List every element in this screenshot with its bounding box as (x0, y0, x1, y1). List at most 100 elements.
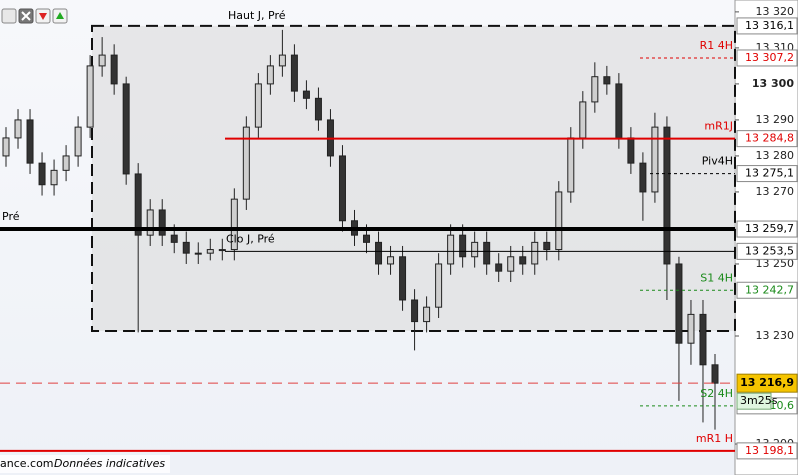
y-tick-label: 13 250 (756, 257, 795, 270)
candle (14, 109, 22, 149)
candle (230, 188, 238, 261)
candle-body (302, 90, 310, 99)
candle (495, 253, 503, 282)
candle-body (651, 126, 659, 193)
candle-body (242, 126, 250, 200)
candle (711, 353, 719, 430)
candle-body (158, 209, 166, 236)
level-value: 13 253,5 (745, 244, 794, 257)
candle-body (2, 137, 10, 157)
level-value: 13 316,1 (745, 19, 794, 32)
level-name: Pré (2, 210, 20, 223)
range-box-label: Haut J, Pré (228, 9, 286, 22)
candle-body (483, 241, 491, 265)
y-tick-label: 13 320 (756, 5, 795, 18)
candle-body (338, 155, 346, 222)
candle (266, 55, 274, 95)
candle (218, 238, 226, 261)
candle-body (74, 126, 82, 157)
candle (603, 65, 611, 95)
level-name: S1 4H (700, 271, 733, 284)
level-label-box (736, 130, 798, 148)
level-label-box (736, 281, 798, 299)
candle (122, 76, 130, 185)
level-name: mR1 H (696, 432, 733, 445)
candle-body (663, 126, 671, 265)
candle-body (170, 234, 178, 243)
candle (110, 44, 118, 95)
level-value: 13 284,8 (745, 132, 794, 145)
candle (62, 145, 70, 182)
level-label-box (736, 220, 798, 238)
candle (50, 159, 58, 196)
candle (651, 112, 659, 203)
candle-body (591, 76, 599, 103)
candle (519, 245, 527, 275)
close-icon (21, 11, 31, 21)
up-icon (56, 12, 64, 19)
candle-body (615, 83, 623, 139)
level-label-box (736, 49, 798, 67)
candle-body (14, 119, 22, 139)
candle-body (567, 137, 575, 193)
source: ance.com (0, 457, 54, 470)
candle-body (50, 169, 58, 186)
candle-body (278, 54, 286, 67)
candle-body (519, 256, 527, 265)
candle (146, 199, 154, 246)
level-name: Clo J, Pré (226, 232, 275, 245)
candle (74, 116, 82, 167)
level-name: mR1J (704, 120, 733, 133)
candle-body (194, 252, 202, 255)
candle-body (555, 191, 563, 251)
candle-body (411, 299, 419, 323)
candle-body (579, 101, 587, 139)
level-label-box (736, 442, 798, 460)
candle (507, 245, 515, 282)
candle (399, 245, 407, 311)
candle-body (134, 173, 142, 236)
current-price-box (736, 373, 798, 393)
y-tick-label: 13 300 (752, 77, 794, 90)
candle (242, 116, 250, 210)
candle (555, 181, 563, 261)
candle (687, 299, 695, 365)
candle-body (687, 313, 695, 344)
candle-body (447, 234, 455, 265)
candle-body (266, 65, 274, 85)
candle (158, 199, 166, 246)
candle (663, 116, 671, 300)
candle-body (230, 198, 238, 251)
candle-body (218, 249, 226, 252)
candle-body (699, 313, 707, 366)
candle-body (146, 209, 154, 236)
candle (2, 127, 10, 167)
candle (423, 296, 431, 333)
candle-body (122, 83, 130, 175)
candle-body (543, 241, 551, 251)
level-label-box (736, 242, 798, 260)
button[interactable] (1, 8, 17, 24)
candle-body (387, 256, 395, 265)
candle (375, 231, 383, 275)
candle (134, 163, 142, 333)
candle (483, 231, 491, 275)
candle (459, 224, 467, 268)
level-label-box (736, 165, 798, 183)
level-label-box (736, 17, 798, 35)
plot-layer: Haut J, Pré R1 4H mR1J Piv4H Pré Clo J, Pré S1… (0, 9, 736, 452)
candle-body (435, 263, 443, 308)
footer-background (0, 455, 170, 473)
note: Données indicatives (54, 457, 165, 470)
candle-body (98, 54, 106, 67)
candle-body (531, 241, 539, 265)
candle (411, 289, 419, 351)
toolbar (1, 8, 68, 24)
candle (98, 37, 106, 77)
candle-body (26, 119, 34, 164)
candle (543, 231, 551, 261)
candle-body (254, 83, 262, 128)
candle (278, 29, 286, 77)
candle-body (206, 249, 214, 254)
